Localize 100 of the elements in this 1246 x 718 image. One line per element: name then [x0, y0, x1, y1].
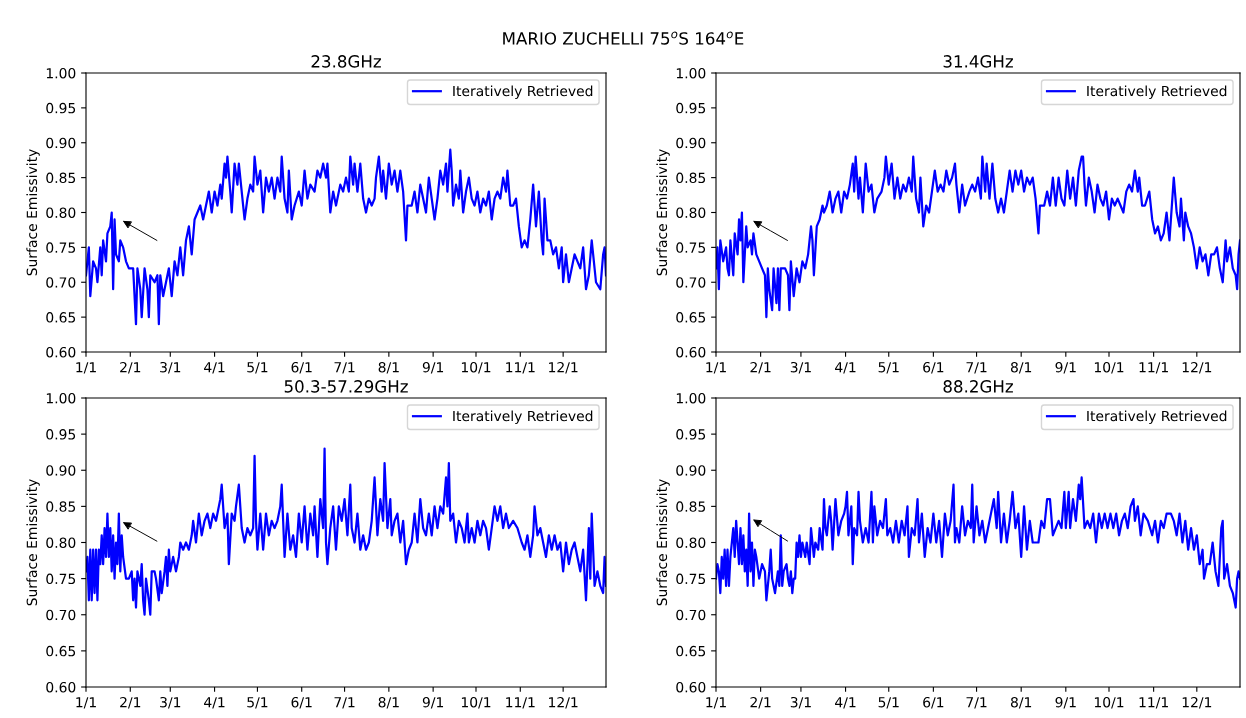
y-tick-label: 0.70: [676, 277, 706, 288]
y-tick-label: 0.75: [676, 573, 706, 585]
x-tick-label: 11/1: [1139, 362, 1168, 374]
y-tick-label: 0.85: [46, 501, 76, 512]
y-tick-label: 0.65: [46, 312, 76, 323]
y-tick-label: 0.95: [46, 429, 76, 440]
x-tick-label: 8/1: [1010, 361, 1032, 374]
y-axis-title: Surface Emissivity: [656, 479, 670, 606]
y-tick-label: 0.85: [676, 172, 706, 184]
line-series: [716, 155, 1240, 319]
chart-title: 23.8GHz: [311, 55, 381, 68]
x-tick-label: 1/1: [76, 362, 96, 374]
legend-label: Iteratively Retrieved: [453, 85, 593, 99]
x-tick-label: 6/1: [291, 361, 312, 374]
y-tick-label: 0.95: [676, 102, 706, 114]
x-tick-label: 7/1: [334, 362, 355, 374]
legend-label: Iteratively Retrieved: [1087, 85, 1227, 99]
x-tick-label: 10/1: [461, 696, 491, 709]
y-tick-label: 1.00: [46, 392, 76, 404]
x-tick-label: 12/1: [549, 696, 578, 709]
line-series: [86, 447, 606, 616]
x-tick-label: 2/1: [120, 696, 141, 709]
x-tick-label: 3/1: [160, 361, 181, 374]
chart-title: 31.4GHz: [943, 55, 1013, 68]
y-tick-label: 0.70: [46, 277, 76, 288]
y-tick-label: 0.60: [676, 346, 706, 358]
x-tick-label: 6/1: [923, 361, 944, 374]
chart-title: 88.2GHz: [943, 380, 1013, 393]
y-tick-label: 0.90: [676, 137, 706, 149]
x-tick-label: 1/1: [706, 697, 726, 709]
x-tick-label: 11/1: [506, 697, 535, 709]
x-tick-label: 9/1: [422, 361, 444, 374]
x-tick-label: 2/1: [750, 696, 771, 709]
x-tick-label: 12/1: [549, 361, 578, 374]
x-tick-label: 4/1: [204, 697, 225, 709]
x-tick-label: 1/1: [706, 362, 726, 374]
x-tick-label: 2/1: [120, 361, 141, 374]
x-tick-label: 6/1: [923, 696, 944, 709]
y-tick-label: 1.00: [676, 67, 706, 79]
x-tick-label: 5/1: [878, 697, 899, 709]
y-tick-label: 0.95: [676, 429, 706, 440]
x-tick-label: 6/1: [291, 696, 312, 709]
y-tick-label: 0.75: [676, 242, 706, 253]
x-tick-label: 7/1: [334, 697, 355, 709]
y-axis-title: Surface Emissivity: [26, 479, 40, 606]
x-tick-label: 7/1: [966, 697, 987, 709]
x-tick-label: 1/1: [76, 697, 96, 709]
x-tick-label: 5/1: [247, 362, 268, 374]
y-tick-label: 0.85: [676, 501, 706, 512]
x-tick-label: 3/1: [790, 696, 811, 709]
x-tick-label: 5/1: [878, 362, 899, 374]
x-tick-label: 11/1: [1139, 697, 1168, 709]
y-tick-label: 0.65: [676, 312, 706, 323]
x-tick-label: 8/1: [378, 696, 399, 709]
x-tick-label: 5/1: [247, 697, 268, 709]
text: MARIO ZUCHELLI 75$^{o}$S 164$^{o}$E: [503, 31, 744, 45]
y-axis-title: Surface Emissivity: [26, 149, 40, 276]
y-tick-label: 0.80: [46, 537, 76, 548]
x-tick-label: 8/1: [1010, 696, 1032, 709]
x-tick-label: 11/1: [506, 362, 535, 374]
x-tick-label: 10/1: [1094, 361, 1124, 374]
y-tick-label: 0.90: [676, 465, 706, 476]
legend-label: Iteratively Retrieved: [1087, 410, 1227, 424]
x-tick-label: 12/1: [1182, 696, 1212, 709]
x-tick-label: 9/1: [1055, 696, 1076, 709]
y-tick-label: 0.60: [676, 681, 706, 693]
x-tick-label: 12/1: [1182, 361, 1212, 374]
line-series: [86, 148, 606, 326]
x-tick-label: 10/1: [461, 361, 491, 374]
y-tick-label: 0.90: [46, 465, 76, 476]
x-tick-label: 2/1: [750, 361, 771, 374]
x-tick-label: 4/1: [204, 362, 225, 374]
y-tick-label: 0.90: [46, 137, 76, 149]
x-tick-label: 7/1: [966, 362, 987, 374]
x-tick-label: 3/1: [160, 696, 181, 709]
x-tick-label: 4/1: [835, 362, 856, 374]
y-tick-label: 0.80: [676, 537, 706, 548]
chart-title: 50.3-57.29GHz: [284, 380, 408, 393]
y-tick-label: 1.00: [676, 392, 706, 404]
x-tick-label: 4/1: [835, 697, 856, 709]
y-tick-label: 0.65: [676, 645, 706, 657]
y-tick-label: 1.00: [46, 67, 76, 79]
x-tick-label: 8/1: [378, 361, 399, 374]
x-tick-label: 9/1: [422, 696, 444, 709]
y-tick-label: 0.95: [46, 102, 76, 114]
y-tick-label: 0.80: [676, 207, 706, 218]
y-tick-label: 0.70: [676, 609, 706, 621]
x-tick-label: 10/1: [1094, 696, 1124, 709]
y-tick-label: 0.75: [46, 242, 76, 253]
line-series: [716, 476, 1240, 609]
y-tick-label: 0.85: [46, 172, 76, 184]
x-tick-label: 3/1: [790, 361, 811, 374]
legend-label: Iteratively Retrieved: [453, 410, 593, 424]
y-tick-label: 0.75: [46, 573, 76, 585]
y-tick-label: 0.60: [46, 681, 76, 693]
y-tick-label: 0.80: [46, 207, 76, 218]
y-axis-title: Surface Emissivity: [656, 149, 670, 276]
y-tick-label: 0.60: [46, 346, 76, 358]
x-tick-label: 9/1: [1055, 361, 1076, 374]
y-tick-label: 0.70: [46, 609, 76, 621]
